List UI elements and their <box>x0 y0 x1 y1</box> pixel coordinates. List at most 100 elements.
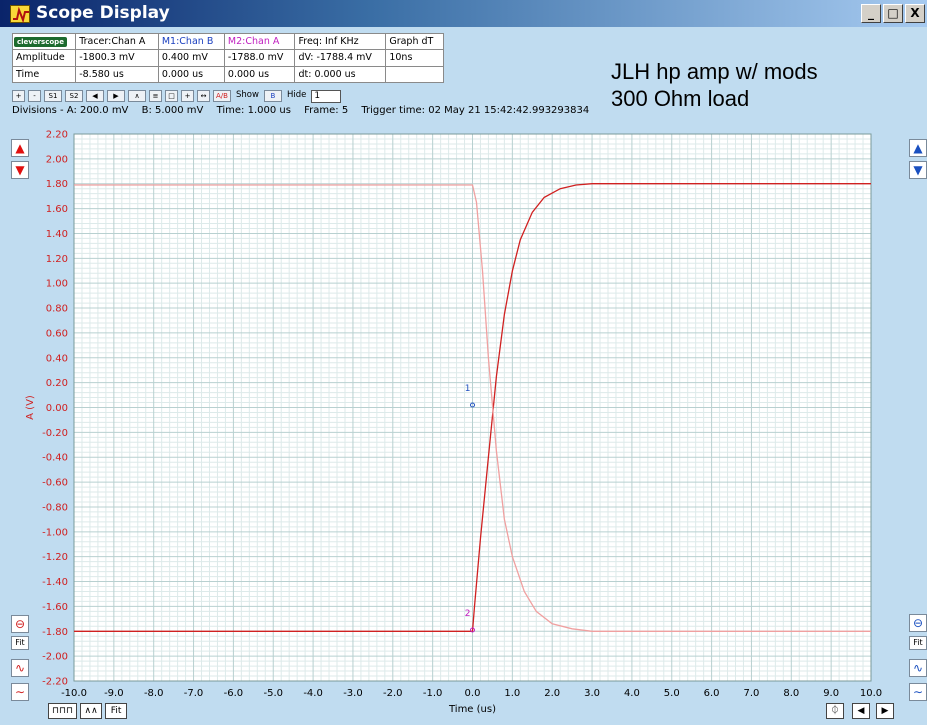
x-tick-label: 1.0 <box>504 688 520 699</box>
show-label[interactable]: Show <box>236 90 259 100</box>
bottom-cursor-icon[interactable]: ⏀ <box>826 703 844 719</box>
y-tick-label: -1.00 <box>42 527 68 538</box>
maximize-button[interactable]: □ <box>883 4 903 23</box>
y-tick-label: -0.20 <box>42 428 68 439</box>
y-tick-label: -0.40 <box>42 453 68 464</box>
grid-major <box>73 133 872 682</box>
waveform-icon[interactable]: ∧ <box>128 90 146 102</box>
marker-2-point <box>470 627 475 633</box>
y-tick-label: 1.40 <box>46 229 68 240</box>
x-tick-label: 8.0 <box>783 688 799 699</box>
divisions-b: B: 5.000 mV <box>141 105 204 116</box>
x-axis-label: Time (us) <box>448 704 496 715</box>
close-button[interactable]: X <box>905 4 925 23</box>
x-tick-label: -4.0 <box>303 688 323 699</box>
window-title: Scope Display <box>36 3 170 23</box>
time-m1: 0.000 us <box>157 65 225 84</box>
x-tick-label: 5.0 <box>664 688 680 699</box>
toolbar: + - S1 S2 ◀ ▶ ∧ ≡ □ + ↔ A/B Show B Hide … <box>12 89 342 103</box>
x-tick-label: -3.0 <box>343 688 363 699</box>
x-tick-label: -8.0 <box>144 688 164 699</box>
y-tick-label: -1.40 <box>42 577 68 588</box>
y-tick-label: 1.60 <box>46 204 68 215</box>
delta-t: dt: 0.000 us <box>294 65 387 84</box>
x-tick-label: -2.0 <box>383 688 403 699</box>
graph-empty <box>385 65 444 84</box>
frame-number: Frame: 5 <box>304 105 349 116</box>
scroll-left-icon[interactable]: ◀ <box>852 703 870 719</box>
bottom-fit-button[interactable]: Fit <box>105 703 128 719</box>
y-tick-label: -1.80 <box>42 627 68 638</box>
y-tick-label: 0.00 <box>46 403 68 414</box>
y-tick-label: 0.40 <box>46 353 68 364</box>
scroll-right-icon[interactable]: ▶ <box>876 703 894 719</box>
x-axis-ticks: -10.0 -9.0 -8.0 -7.0 -6.0 -5.0 -4.0 -3.0 -2.0 -1.… <box>61 688 882 699</box>
y-axis-ticks: 2.20 2.00 1.80 1.60 1.40 1.20 1.00 0.80 0.60 0.40… <box>42 130 68 688</box>
y-tick-label: 0.80 <box>46 304 68 315</box>
s2-button[interactable]: S2 <box>65 90 83 102</box>
y-tick-label: -0.60 <box>42 478 68 489</box>
series-2-line <box>74 184 871 632</box>
show-b-icon[interactable]: B <box>263 90 282 102</box>
x-tick-label: 3.0 <box>584 688 600 699</box>
time-division: Time: 1.000 us <box>216 105 291 116</box>
arrow-right-icon[interactable]: ▶ <box>107 90 125 102</box>
marker-2-label: 2 <box>465 609 471 619</box>
y-tick-label: -2.00 <box>42 652 68 663</box>
left-wave2-icon[interactable]: ∼ <box>11 683 29 701</box>
title-bar: Scope Display _ □ X <box>0 0 927 27</box>
arrow-left-icon[interactable]: ◀ <box>86 90 104 102</box>
left-wave-icon[interactable]: ∿ <box>11 659 29 677</box>
x-tick-label: 2.0 <box>544 688 560 699</box>
s1-button[interactable]: S1 <box>44 90 62 102</box>
minimize-button[interactable]: _ <box>861 4 881 23</box>
trigger-time: Trigger time: 02 May 21 15:42:42.9932938… <box>361 105 590 116</box>
x-tick-label: -6.0 <box>224 688 244 699</box>
expand-icon[interactable]: ↔ <box>197 90 210 102</box>
x-tick-label: -7.0 <box>184 688 204 699</box>
y-tick-label: 2.00 <box>46 154 68 165</box>
y-tick-label: 1.00 <box>46 279 68 290</box>
marker-1-label: 1 <box>465 384 471 394</box>
y-tick-label: 1.80 <box>46 179 68 190</box>
cursor-icon[interactable]: ≡ <box>149 90 162 102</box>
time-label: Time <box>11 65 77 84</box>
y-tick-label: 2.20 <box>46 130 68 141</box>
scope-app-icon <box>10 5 30 24</box>
left-up-arrow-icon[interactable]: ▲ <box>11 139 29 157</box>
x-tick-label: 10.0 <box>860 688 882 699</box>
note-line-1: JLH hp amp w/ mods <box>611 59 818 84</box>
x-tick-label: -9.0 <box>104 688 124 699</box>
y-tick-label: 1.20 <box>46 254 68 265</box>
y-axis-label: A (V) <box>25 395 36 420</box>
ab-button[interactable]: A/B <box>213 90 231 102</box>
x-tick-label: 0.0 <box>465 688 481 699</box>
box-icon[interactable]: □ <box>165 90 178 102</box>
left-down-arrow-icon[interactable]: ▼ <box>11 161 29 179</box>
left-cursor-icon[interactable]: ⊖ <box>11 615 29 633</box>
x-tick-label: 7.0 <box>743 688 759 699</box>
left-fit-button[interactable]: Fit <box>11 636 29 650</box>
zoom-in-button[interactable]: + <box>12 90 25 102</box>
bottom-left-controls: ⊓⊓⊓ ∧∧ Fit <box>48 703 128 719</box>
time-tracer: -8.580 us <box>75 65 159 84</box>
plus-small-icon[interactable]: + <box>181 90 194 102</box>
series-1-line <box>74 183 871 632</box>
markers-group: 12 <box>465 384 475 633</box>
plot-border <box>73 133 872 682</box>
measurement-table: cleverscope Tracer:Chan A M1:Chan B M2:C… <box>11 32 444 84</box>
expand-time-icon[interactable]: ∧∧ <box>80 703 103 719</box>
status-line: Divisions - A: 200.0 mV B: 5.000 mV Time… <box>12 105 599 116</box>
y-tick-label: -0.80 <box>42 502 68 513</box>
frame-spinner[interactable]: 1 <box>311 89 342 103</box>
x-tick-label: -1.0 <box>423 688 443 699</box>
zoom-out-button[interactable]: - <box>28 90 41 102</box>
divisions-a: Divisions - A: 200.0 mV <box>12 105 129 116</box>
cleverscope-logo: cleverscope <box>14 37 67 48</box>
hide-label[interactable]: Hide <box>286 90 307 100</box>
series-group <box>74 183 871 632</box>
y-tick-label: -1.20 <box>42 552 68 563</box>
y-tick-label: 0.60 <box>46 328 68 339</box>
compress-time-icon[interactable]: ⊓⊓⊓ <box>48 703 78 719</box>
